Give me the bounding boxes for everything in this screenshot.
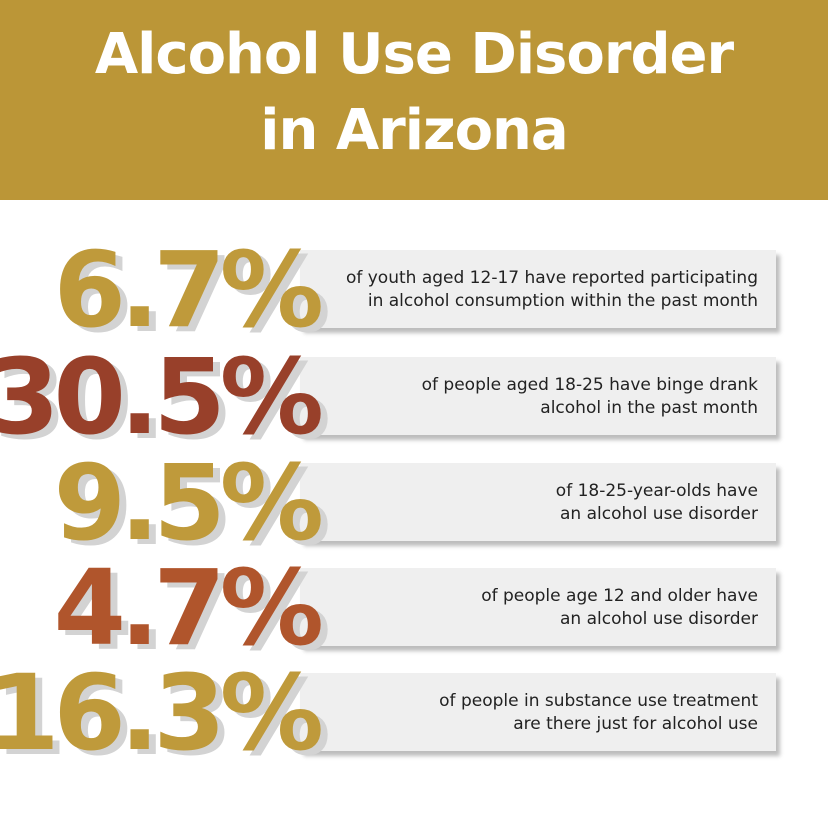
stat-figure: 9.5%: [53, 442, 324, 564]
stat-row: 9.5% of 18-25-year-olds have an alcohol us…: [0, 443, 828, 563]
stat-description: in alcohol consumption within the past m…: [367, 291, 758, 311]
stat-description: an alcohol use disorder: [560, 609, 758, 629]
stat-description: of people in substance use treatment: [439, 691, 758, 711]
stat-description: of youth aged 12-17 have reported partic…: [345, 268, 758, 288]
stat-figure: 6.7%: [53, 229, 324, 351]
stat-description: of people age 12 and older have: [481, 586, 758, 606]
stat-description: an alcohol use disorder: [560, 504, 758, 524]
title: Alcohol Use Disorder: [94, 22, 734, 87]
stat-description: of people aged 18-25 have binge drank: [421, 375, 758, 395]
title: in Arizona: [260, 98, 568, 163]
stat-row: 6.7% of youth aged 12-17 have reported pa…: [0, 230, 828, 350]
stat-description: alcohol in the past month: [540, 398, 758, 418]
stat-box: [300, 357, 776, 435]
stat-row: 4.7% of people age 12 and older have an al…: [0, 548, 828, 668]
stat-row: 30.5% of people aged 18-25 have binge dra…: [0, 337, 828, 457]
stat-box: [300, 673, 776, 751]
stat-figure: 30.5%: [0, 336, 324, 458]
stat-box: [300, 568, 776, 646]
stat-figure: 4.7%: [53, 547, 324, 669]
stat-description: are there just for alcohol use: [513, 714, 758, 734]
stat-description: of 18-25-year-olds have: [555, 481, 758, 501]
stat-box: [300, 463, 776, 541]
stat-box: [300, 250, 776, 328]
header-band: Alcohol Use Disorder in Arizona: [0, 0, 828, 200]
stat-figure: 16.3%: [0, 652, 324, 774]
stat-row: 16.3% of people in substance use treatmen…: [0, 653, 828, 773]
